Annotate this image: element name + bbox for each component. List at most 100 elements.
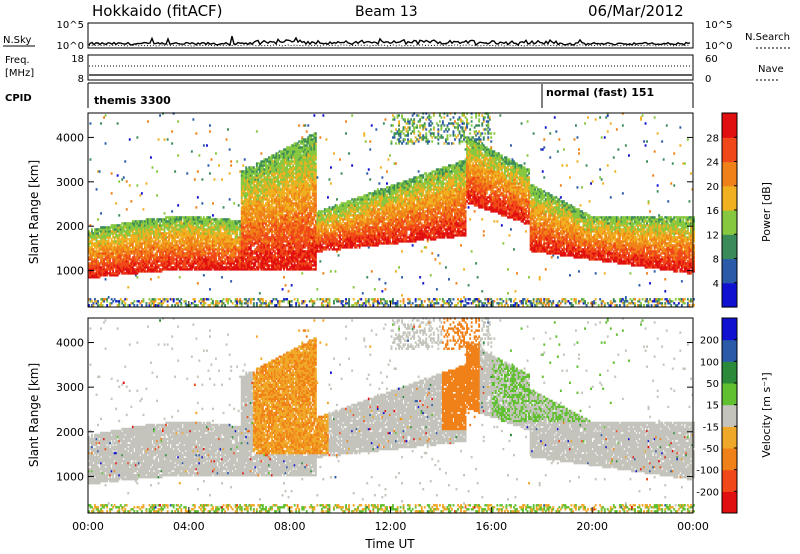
power-cell xyxy=(100,122,102,124)
power-cell xyxy=(158,276,160,278)
freq-left-tick-bottom: 8 xyxy=(78,74,84,85)
power-cell xyxy=(208,298,210,300)
power-cell xyxy=(223,298,225,300)
power-cell xyxy=(105,278,107,280)
power-cell xyxy=(191,150,193,152)
power-cell xyxy=(201,202,203,204)
power-cell xyxy=(194,298,196,300)
power-cell xyxy=(256,302,258,304)
power-cell xyxy=(133,304,135,306)
noise-left-tick-bottom: 10^0 xyxy=(57,41,84,52)
beam-title: Beam 13 xyxy=(355,4,418,20)
power-cell xyxy=(179,276,181,278)
power-cell xyxy=(111,192,113,194)
power-cell xyxy=(209,130,211,132)
power-cell xyxy=(198,154,200,156)
power-cell xyxy=(209,172,211,174)
power-cell xyxy=(126,180,128,182)
power-cell xyxy=(91,228,93,230)
power-cell xyxy=(209,288,211,290)
power-cell xyxy=(232,302,234,304)
power-cell xyxy=(205,302,207,304)
power-cell xyxy=(203,274,205,276)
power-cell xyxy=(155,298,157,300)
power-cell xyxy=(221,276,223,278)
power-cell xyxy=(117,122,119,124)
power-cell xyxy=(164,212,166,214)
rti-figure: Hokkaido (fitACF) Beam 13 06/Mar/2012 N.… xyxy=(0,0,800,554)
power-cell xyxy=(185,300,187,302)
power-cell xyxy=(171,130,173,132)
power-cell xyxy=(236,160,238,162)
power-cell xyxy=(124,160,126,162)
power-cell xyxy=(141,304,143,306)
power-cell xyxy=(221,178,223,180)
noise-right-label: N.Search xyxy=(745,32,790,43)
power-cell xyxy=(111,172,113,174)
power-cell xyxy=(97,218,99,220)
power-cell xyxy=(298,302,300,304)
power-cell xyxy=(173,298,175,300)
power-cell xyxy=(99,170,101,172)
power-cell xyxy=(212,202,214,204)
nave-label: Nave xyxy=(758,64,784,75)
power-cell xyxy=(127,286,129,288)
power-cell xyxy=(291,300,293,302)
power-cell xyxy=(156,170,158,172)
power-cell xyxy=(301,272,303,274)
power-cell xyxy=(241,300,243,302)
power-cell xyxy=(108,296,110,298)
power-cell xyxy=(177,154,179,156)
power-cell xyxy=(285,284,287,286)
power-cell xyxy=(124,302,126,304)
power-cell xyxy=(297,298,299,300)
cpid-segment-2: normal (fast) 151 xyxy=(546,86,654,99)
noise-panel: N.Sky 10^5 10^0 10^5 10^0 N.Search xyxy=(3,20,790,52)
power-cell xyxy=(256,130,258,132)
power-cell xyxy=(253,298,255,300)
power-cell xyxy=(136,276,138,278)
power-cell xyxy=(143,298,145,300)
power-cell xyxy=(218,164,220,166)
noise-left-label: N.Sky xyxy=(3,35,31,46)
power-cell xyxy=(229,148,231,150)
power-cell xyxy=(229,198,231,200)
power-cell xyxy=(167,304,169,306)
cpid-label: CPID xyxy=(5,93,32,104)
power-cell xyxy=(150,278,152,280)
freq-label-2: [MHz] xyxy=(5,68,34,79)
power-cell xyxy=(133,300,135,302)
power-cell xyxy=(233,202,235,204)
power-cell xyxy=(130,200,132,202)
power-cell xyxy=(177,204,179,206)
station-title: Hokkaido (fitACF) xyxy=(92,2,223,20)
power-cell xyxy=(192,118,194,120)
power-cell xyxy=(186,172,188,174)
power-cell xyxy=(126,208,128,210)
noise-search-trace xyxy=(89,45,690,46)
power-cell xyxy=(260,152,262,154)
power-cell xyxy=(129,184,131,186)
power-cell xyxy=(230,160,232,162)
power-cell xyxy=(96,188,98,190)
power-cell xyxy=(209,124,211,126)
noise-left-tick-top: 10^5 xyxy=(57,20,84,31)
power-cell xyxy=(282,288,284,290)
power-cell xyxy=(195,206,197,208)
power-cell xyxy=(262,298,264,300)
power-cell xyxy=(242,164,244,166)
power-cell xyxy=(118,214,120,216)
power-cell xyxy=(226,138,228,140)
cpid-panel: CPID themis 3300 normal (fast) 151 xyxy=(5,83,693,108)
freq-label-1: Freq. xyxy=(5,55,30,66)
power-cell xyxy=(203,144,205,146)
power-cell xyxy=(244,158,246,160)
power-cell xyxy=(174,170,176,172)
power-cell xyxy=(171,304,173,306)
power-cell xyxy=(291,304,293,306)
power-cell xyxy=(211,158,213,160)
power-cell xyxy=(212,214,214,216)
power-cell xyxy=(201,178,203,180)
noise-right-tick-top: 10^5 xyxy=(705,20,732,31)
power-cell xyxy=(164,138,166,140)
